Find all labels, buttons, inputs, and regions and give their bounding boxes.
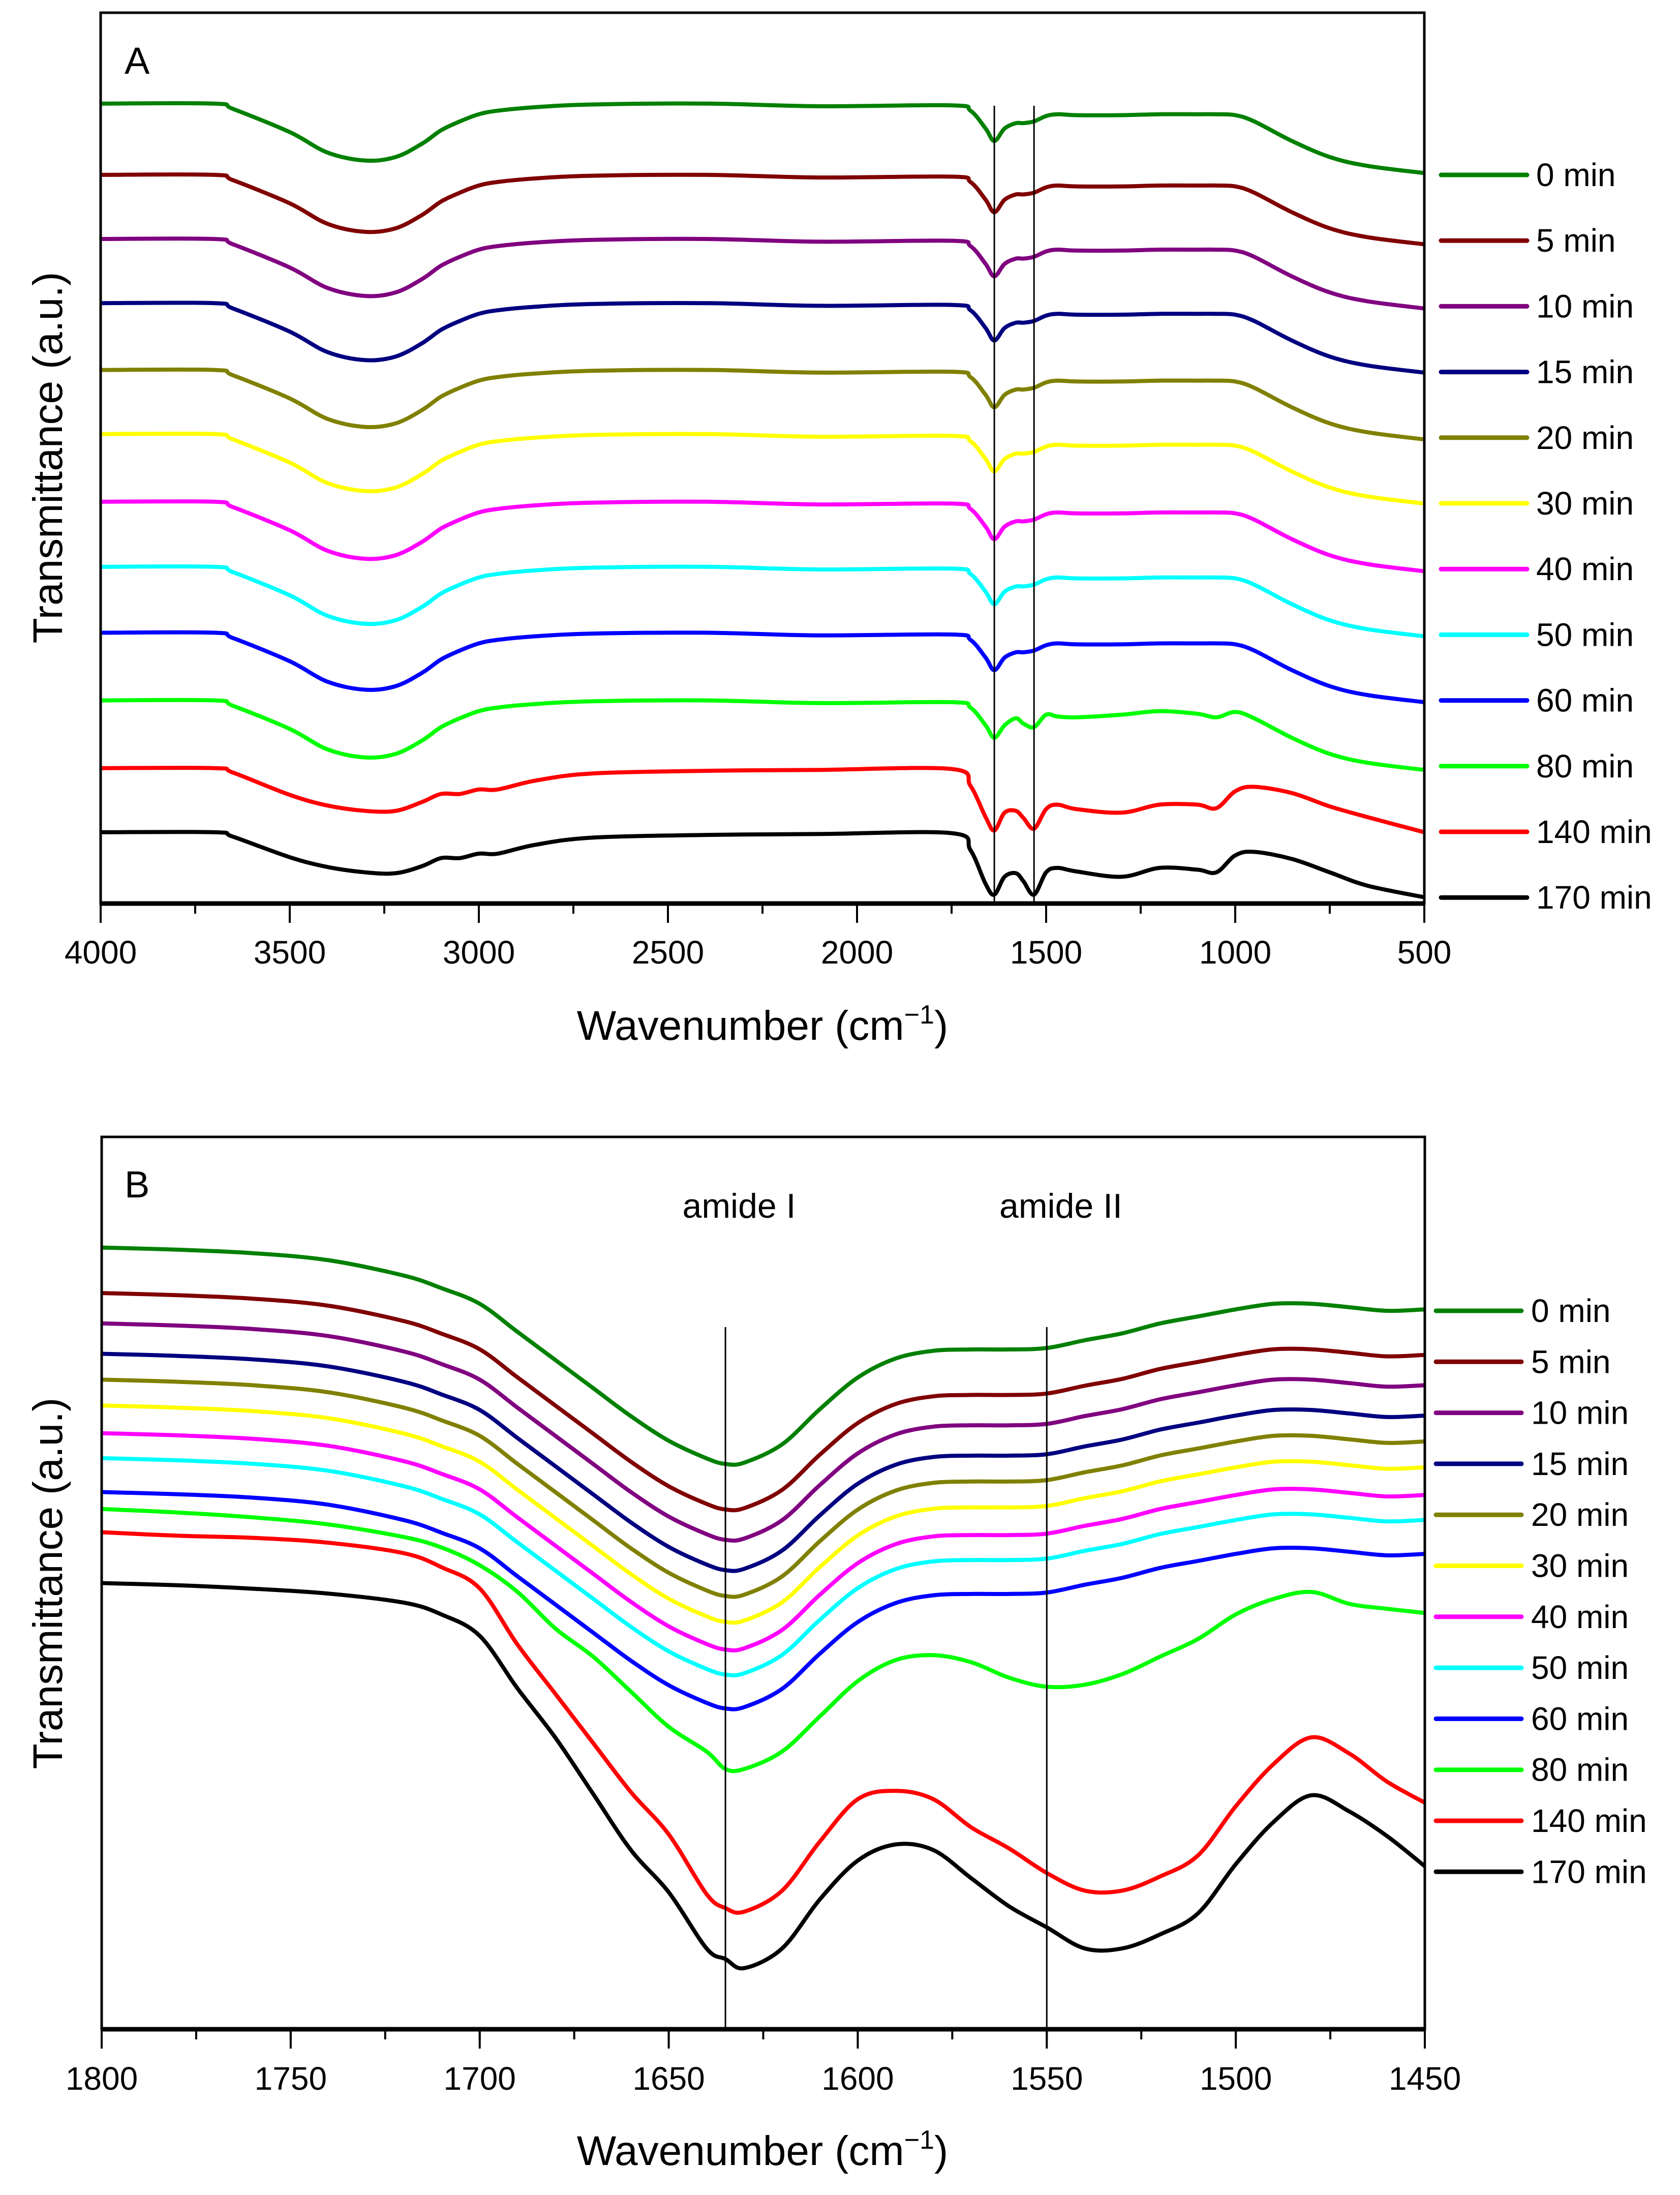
x-tick-label: 2500 xyxy=(632,934,704,971)
series-line-5-min xyxy=(101,1291,1425,1513)
series-line-30-min xyxy=(100,431,1425,506)
legend-label: 15 min xyxy=(1536,354,1634,390)
series-line-60-min xyxy=(100,630,1425,704)
series-line-170-min xyxy=(100,830,1425,899)
x-tick-label: 3500 xyxy=(254,934,326,971)
x-tick-label: 1500 xyxy=(1200,2060,1272,2097)
series-line-10-min xyxy=(100,236,1425,311)
legend-label: 50 min xyxy=(1531,1649,1629,1686)
series-line-140-min xyxy=(100,766,1425,834)
series-line-50-min xyxy=(101,1456,1425,1678)
series-line-50-min xyxy=(100,564,1425,639)
series-line-5-min xyxy=(100,172,1425,247)
legend-label: 30 min xyxy=(1536,485,1634,522)
series-line-10-min xyxy=(101,1321,1425,1543)
panel-b-label: B xyxy=(125,1163,149,1206)
legend-label: 170 min xyxy=(1536,879,1652,916)
series-line-0-min xyxy=(101,1245,1425,1467)
x-tick-label: 1600 xyxy=(821,2060,894,2097)
series-line-30-min xyxy=(101,1403,1425,1625)
x-tick-label: 3000 xyxy=(443,934,515,971)
legend-label: 10 min xyxy=(1536,288,1634,324)
panel-a-label: A xyxy=(125,40,150,82)
series-line-15-min xyxy=(100,300,1425,375)
legend-label: 30 min xyxy=(1531,1548,1629,1584)
x-tick-label: 500 xyxy=(1397,934,1452,971)
series-line-0-min xyxy=(100,101,1425,175)
x-tick-label: 1500 xyxy=(1010,934,1082,971)
legend-label: 170 min xyxy=(1531,1853,1647,1890)
x-tick-label: 1800 xyxy=(66,2060,138,2097)
panel-b: B amide I amide II Wavenumber (cm−1) Tra… xyxy=(25,1135,1647,2174)
legend-label: 20 min xyxy=(1531,1496,1629,1533)
legend-label: 0 min xyxy=(1536,157,1616,193)
series-line-40-min xyxy=(101,1431,1425,1652)
series-line-15-min xyxy=(101,1351,1425,1573)
legend-label: 40 min xyxy=(1536,551,1634,587)
x-tick-label: 2000 xyxy=(821,934,893,971)
x-tick-label: 1000 xyxy=(1199,934,1271,971)
series-line-20-min xyxy=(101,1377,1425,1599)
x-tick-label: 1450 xyxy=(1389,2060,1461,2097)
panel-a-y-axis-title: Transmittance (a.u.) xyxy=(25,272,71,644)
x-tick-label: 4000 xyxy=(65,934,137,971)
legend-label: 0 min xyxy=(1531,1292,1611,1329)
series-line-80-min xyxy=(100,698,1425,772)
x-tick-label: 1650 xyxy=(632,2060,705,2097)
legend-label: 20 min xyxy=(1536,419,1634,456)
x-tick-label: 1750 xyxy=(255,2060,327,2097)
legend-label: 10 min xyxy=(1531,1395,1629,1431)
plot-frame xyxy=(100,1135,1426,2031)
panel-a: A Wavenumber (cm−1) Transmittance (a.u.)… xyxy=(25,11,1652,1049)
amide-i-annotation: amide I xyxy=(683,1187,796,1225)
series-line-140-min xyxy=(101,1530,1426,1915)
legend-label: 40 min xyxy=(1531,1599,1629,1635)
series-line-80-min xyxy=(101,1507,1425,1773)
legend-label: 140 min xyxy=(1536,814,1652,850)
legend-label: 15 min xyxy=(1531,1446,1629,1482)
series-line-20-min xyxy=(100,367,1425,442)
legend-label: 60 min xyxy=(1531,1700,1629,1737)
panel-b-x-axis-title: Wavenumber (cm−1) xyxy=(577,2125,949,2174)
amide-ii-annotation: amide II xyxy=(999,1187,1122,1225)
panel-a-x-axis-title: Wavenumber (cm−1) xyxy=(577,1000,949,1049)
legend-label: 60 min xyxy=(1536,682,1634,719)
x-tick-label: 1700 xyxy=(444,2060,516,2097)
legend-label: 80 min xyxy=(1531,1752,1629,1788)
legend-label: 5 min xyxy=(1536,222,1616,259)
legend-label: 5 min xyxy=(1531,1343,1611,1380)
x-tick-label: 1550 xyxy=(1011,2060,1083,2097)
series-line-40-min xyxy=(100,499,1425,574)
panel-b-y-axis-title: Transmittance (a.u.) xyxy=(25,1398,71,1769)
legend-label: 140 min xyxy=(1531,1802,1647,1839)
legend-label: 80 min xyxy=(1536,748,1634,785)
series-line-60-min xyxy=(101,1490,1425,1711)
series-line-170-min xyxy=(101,1581,1426,1971)
legend-label: 50 min xyxy=(1536,616,1634,653)
